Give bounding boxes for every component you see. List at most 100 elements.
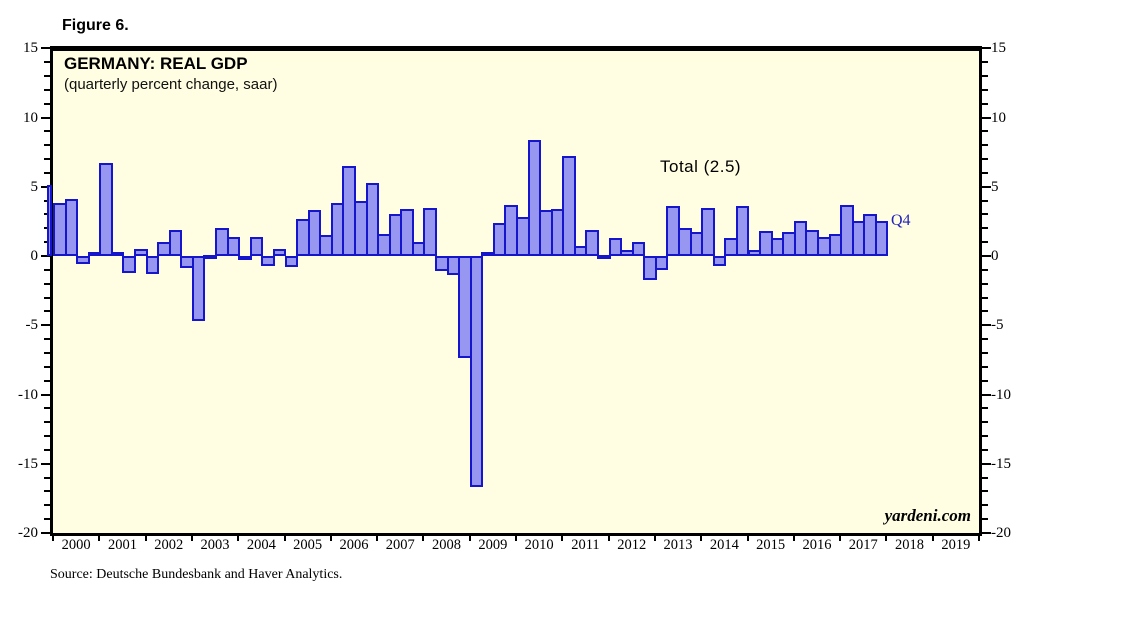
latest-quarter-label: Q4 bbox=[891, 212, 911, 229]
x-tick-19 bbox=[931, 533, 934, 541]
y-tick-left-12 bbox=[44, 88, 50, 91]
x-label-2013: 2013 bbox=[663, 537, 693, 553]
gdp-bar-2005Q1 bbox=[284, 256, 299, 268]
chart-plot-area: GERMANY: REAL GDP (quarterly percent cha… bbox=[50, 46, 982, 536]
x-label-2019: 2019 bbox=[941, 537, 971, 553]
y-tick-left--19 bbox=[44, 518, 50, 521]
y-tick-left-15 bbox=[41, 47, 50, 50]
gdp-bar-2001Q3 bbox=[122, 256, 136, 273]
x-label-2017: 2017 bbox=[848, 537, 878, 553]
y-tick-right--5 bbox=[982, 324, 991, 327]
x-tick-1 bbox=[98, 533, 101, 541]
x-label-2003: 2003 bbox=[200, 537, 230, 553]
y-tick-right--9 bbox=[982, 379, 988, 382]
y-label-right-0: 0 bbox=[991, 248, 999, 264]
gdp-bar-2014Q1 bbox=[701, 207, 715, 256]
gdp-bar-2003Q2 bbox=[203, 254, 218, 259]
y-tick-right-15 bbox=[982, 47, 991, 50]
x-tick-5 bbox=[283, 533, 286, 541]
y-tick-left-7 bbox=[44, 158, 50, 161]
gdp-bar-2014Q4 bbox=[735, 206, 750, 256]
y-tick-left--6 bbox=[44, 338, 50, 341]
y-tick-right--7 bbox=[982, 351, 988, 354]
x-tick-20 bbox=[978, 533, 980, 541]
x-tick-17 bbox=[839, 533, 842, 541]
gdp-bar-2014Q2 bbox=[712, 256, 727, 266]
y-tick-left--17 bbox=[44, 490, 50, 493]
gdp-bar-2005Q3 bbox=[307, 210, 322, 256]
y-label-left--15: -15 bbox=[18, 455, 38, 472]
y-tick-right-1 bbox=[982, 241, 988, 244]
figure-label: Figure 6. bbox=[62, 17, 129, 34]
x-label-2008: 2008 bbox=[432, 537, 462, 553]
y-label-left--5: -5 bbox=[25, 317, 39, 334]
y-tick-right--13 bbox=[982, 435, 988, 438]
gdp-bar-2012Q1 bbox=[608, 237, 623, 256]
x-tick-13 bbox=[653, 533, 656, 541]
y-tick-right-5 bbox=[982, 185, 991, 188]
gdp-bar-2001Q4 bbox=[134, 249, 148, 256]
x-label-2010: 2010 bbox=[524, 537, 554, 553]
x-label-2012: 2012 bbox=[617, 537, 647, 553]
y-label-right-10: 10 bbox=[991, 109, 1006, 126]
y-tick-left--4 bbox=[44, 310, 50, 313]
y-tick-right--15 bbox=[982, 462, 991, 465]
x-label-2002: 2002 bbox=[154, 537, 184, 553]
x-tick-7 bbox=[376, 533, 379, 541]
x-tick-14 bbox=[700, 533, 703, 541]
gdp-bar-2011Q1 bbox=[562, 156, 576, 256]
x-label-2006: 2006 bbox=[339, 537, 369, 553]
y-tick-right--16 bbox=[982, 476, 988, 479]
x-label-2011: 2011 bbox=[571, 537, 600, 553]
x-label-2016: 2016 bbox=[802, 537, 832, 553]
y-label-right--15: -15 bbox=[991, 455, 1011, 472]
gdp-bar-2006Q4 bbox=[365, 182, 380, 256]
x-label-2015: 2015 bbox=[756, 537, 786, 553]
y-label-right--5: -5 bbox=[991, 317, 1004, 334]
x-tick-6 bbox=[329, 533, 332, 541]
y-tick-left-11 bbox=[44, 102, 50, 105]
y-tick-left--11 bbox=[44, 407, 50, 410]
y-tick-left--7 bbox=[44, 351, 50, 354]
y-label-left-15: 15 bbox=[23, 40, 38, 57]
y-tick-left--2 bbox=[44, 282, 50, 285]
y-tick-right-10 bbox=[982, 116, 991, 119]
y-tick-right-4 bbox=[982, 199, 988, 202]
y-tick-right--2 bbox=[982, 282, 988, 285]
gdp-bar-2004Q4 bbox=[272, 249, 287, 256]
y-tick-right-11 bbox=[982, 102, 988, 105]
y-tick-right--1 bbox=[982, 268, 988, 271]
y-tick-right-8 bbox=[982, 144, 988, 147]
y-tick-left--12 bbox=[44, 421, 50, 424]
gdp-bar-2004Q3 bbox=[261, 256, 275, 266]
y-tick-right--8 bbox=[982, 365, 988, 368]
y-tick-right-12 bbox=[982, 88, 988, 91]
y-tick-left-14 bbox=[44, 61, 50, 64]
y-tick-right-14 bbox=[982, 61, 988, 64]
y-tick-left--8 bbox=[44, 365, 50, 368]
y-label-left-10: 10 bbox=[23, 109, 38, 126]
x-label-2014: 2014 bbox=[709, 537, 739, 553]
x-label-2018: 2018 bbox=[895, 537, 925, 553]
y-tick-left--10 bbox=[41, 393, 50, 396]
x-label-2007: 2007 bbox=[385, 537, 415, 553]
gdp-bar-2003Q4 bbox=[226, 236, 241, 256]
x-tick-2 bbox=[144, 533, 147, 541]
y-tick-left-5 bbox=[41, 185, 50, 188]
source-note: Source: Deutsche Bundesbank and Haver An… bbox=[50, 567, 343, 582]
gdp-bar-2007Q3 bbox=[400, 208, 414, 256]
x-label-2009: 2009 bbox=[478, 537, 508, 553]
x-tick-8 bbox=[422, 533, 425, 541]
gdp-bar-2013Q1 bbox=[654, 256, 669, 270]
gdp-bar-2002Q1 bbox=[145, 256, 160, 274]
y-tick-left-13 bbox=[44, 74, 50, 77]
bar-series bbox=[53, 49, 979, 533]
y-label-left--20: -20 bbox=[18, 525, 38, 541]
y-tick-right-3 bbox=[982, 213, 988, 216]
chart-title: GERMANY: REAL GDP bbox=[64, 54, 248, 73]
gdp-bar-2004Q2 bbox=[249, 236, 264, 256]
gdp-bar-2002Q3 bbox=[168, 229, 183, 256]
gdp-bar-2001Q1 bbox=[99, 163, 113, 256]
y-label-left-0: 0 bbox=[30, 248, 39, 264]
